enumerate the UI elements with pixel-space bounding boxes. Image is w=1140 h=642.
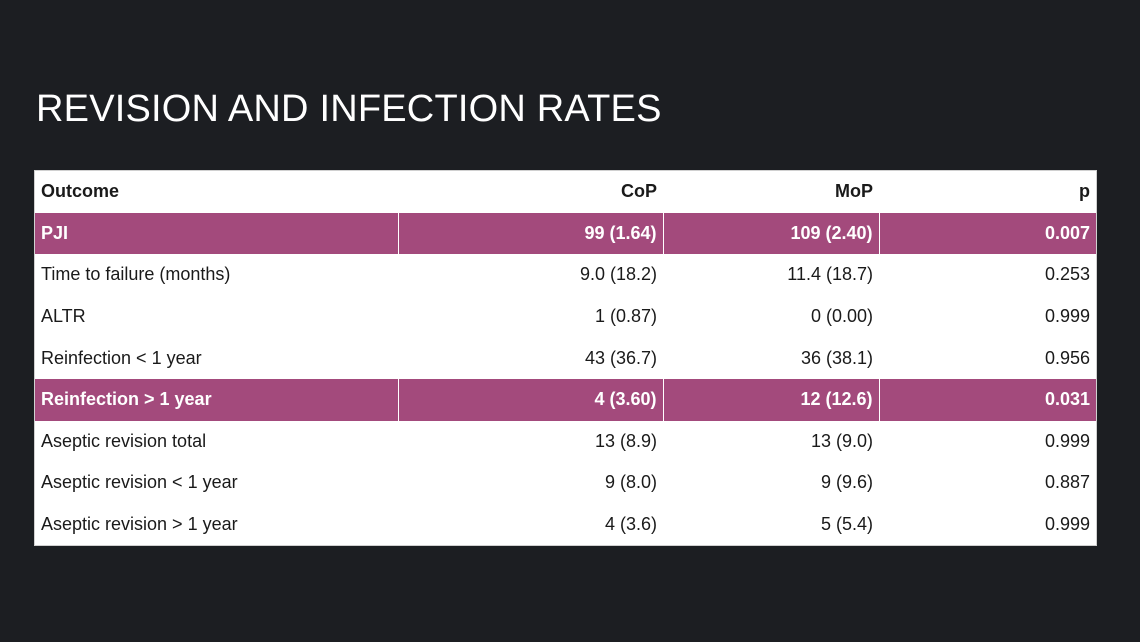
cell-p-value: 0.007 bbox=[878, 212, 1096, 255]
cell-cop: 9.0 (18.2) bbox=[579, 264, 657, 285]
cell-cop: 1 (0.87) bbox=[594, 306, 657, 327]
table-row: Aseptic revision > 1 year 4 (3.6) 5 (5.4… bbox=[35, 504, 1096, 546]
cell-cop: 4 (3.6) bbox=[604, 514, 657, 535]
table-row: Reinfection > 1 year 4 (3.60) 12 (12.6) … bbox=[35, 378, 1096, 421]
revision-infection-table: Outcome CoP MoP p PJI 99 (1.64) 109 (2.4… bbox=[35, 171, 1096, 545]
cell-cop: 4 (3.60) bbox=[397, 378, 663, 421]
cell-mop: 5 (5.4) bbox=[820, 514, 873, 535]
cell-mop: 13 (9.0) bbox=[810, 430, 873, 451]
slide-title: REVISION AND INFECTION RATES bbox=[36, 88, 662, 130]
cell-outcome: ALTR bbox=[41, 306, 86, 327]
cell-outcome: Reinfection < 1 year bbox=[41, 347, 202, 368]
cell-cop: 9 (8.0) bbox=[604, 472, 657, 493]
cell-p-value: 0.253 bbox=[1044, 264, 1090, 285]
cell-outcome: Reinfection > 1 year bbox=[35, 378, 398, 421]
header-outcome: Outcome bbox=[41, 181, 120, 202]
cell-mop: 36 (38.1) bbox=[800, 347, 873, 368]
table-row: ALTR 1 (0.87) 0 (0.00) 0.999 bbox=[35, 296, 1096, 338]
cell-p-value: 0.031 bbox=[878, 378, 1096, 421]
cell-outcome: PJI bbox=[35, 212, 398, 255]
table-row: Aseptic revision total 13 (8.9) 13 (9.0)… bbox=[35, 421, 1096, 463]
header-cop: CoP bbox=[621, 181, 657, 202]
cell-p-value: 0.956 bbox=[1044, 347, 1090, 368]
cell-cop: 13 (8.9) bbox=[594, 430, 657, 451]
table-header-row: Outcome CoP MoP p bbox=[35, 171, 1096, 213]
cell-p-value: 0.999 bbox=[1044, 306, 1090, 327]
cell-outcome: Aseptic revision total bbox=[41, 430, 207, 451]
cell-cop: 99 (1.64) bbox=[397, 212, 663, 255]
table-row: Aseptic revision < 1 year 9 (8.0) 9 (9.6… bbox=[35, 462, 1096, 504]
cell-mop: 0 (0.00) bbox=[810, 306, 873, 327]
table-row: PJI 99 (1.64) 109 (2.40) 0.007 bbox=[35, 212, 1096, 255]
cell-outcome: Aseptic revision < 1 year bbox=[41, 472, 238, 493]
cell-cop: 43 (36.7) bbox=[584, 347, 657, 368]
cell-mop: 109 (2.40) bbox=[662, 212, 879, 255]
header-p-value: p bbox=[1079, 181, 1090, 202]
cell-p-value: 0.887 bbox=[1044, 472, 1090, 493]
cell-outcome: Aseptic revision > 1 year bbox=[41, 514, 238, 535]
results-table-container: Outcome CoP MoP p PJI 99 (1.64) 109 (2.4… bbox=[34, 170, 1097, 547]
header-mop: MoP bbox=[835, 181, 873, 202]
table-row: Time to failure (months) 9.0 (18.2) 11.4… bbox=[35, 254, 1096, 296]
cell-outcome: Time to failure (months) bbox=[41, 264, 231, 285]
cell-mop: 11.4 (18.7) bbox=[787, 264, 873, 285]
cell-p-value: 0.999 bbox=[1044, 430, 1090, 451]
cell-mop: 9 (9.6) bbox=[820, 472, 873, 493]
cell-p-value: 0.999 bbox=[1044, 514, 1090, 535]
cell-mop: 12 (12.6) bbox=[662, 378, 879, 421]
table-row: Reinfection < 1 year 43 (36.7) 36 (38.1)… bbox=[35, 337, 1096, 379]
